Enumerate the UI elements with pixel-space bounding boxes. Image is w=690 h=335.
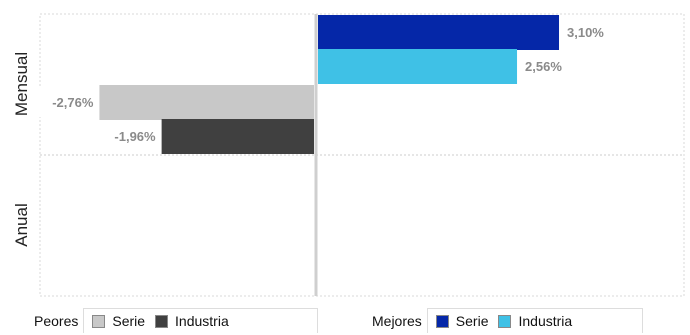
legend-worst: Peores Serie Industria — [34, 306, 318, 335]
bar-label-mejores-serie-mensual: 3,10% — [567, 25, 604, 40]
bar-label-mejores-industria-mensual: 2,56% — [525, 59, 562, 74]
legend-swatch-best-industria — [498, 314, 512, 328]
legend-best-box: Serie Industria — [426, 308, 644, 333]
bar-mejores-industria-mensual — [318, 49, 518, 84]
plot-frame — [39, 13, 685, 297]
legend-worst-title: Peores — [34, 312, 79, 329]
bar-label-bg-peores-industria — [87, 122, 158, 151]
bar-peores-industria-mensual — [161, 119, 314, 154]
legend-label-worst-industria: Industria — [175, 313, 229, 329]
legend-item-worst-industria: Industria — [155, 313, 229, 329]
legend-item-worst-serie: Serie — [92, 313, 145, 329]
bar-mejores-serie-mensual — [318, 15, 560, 50]
legend-best-title: Mejores — [372, 312, 422, 329]
bar-labels-group: 3,10% 2,56% -2,76% -1,96% — [25, 25, 604, 151]
bars-group — [99, 15, 560, 154]
legend-label-best-industria: Industria — [518, 313, 573, 329]
bar-peores-serie-mensual — [99, 85, 315, 120]
legend-label-worst-serie: Serie — [112, 313, 146, 329]
legend-label-best-serie: Serie — [455, 313, 489, 329]
legend-item-best-industria: Industria — [498, 313, 572, 329]
legend-swatch-worst-industria — [155, 314, 169, 328]
bar-label-bg-peores-serie — [25, 88, 96, 117]
legend-worst-box: Serie Industria — [83, 308, 318, 333]
bar-label-peores-industria-mensual: -1,96% — [114, 129, 156, 144]
legend-best: Mejores Serie Industria — [372, 306, 644, 335]
bar-label-peores-serie-mensual: -2,76% — [52, 95, 94, 110]
bar-chart: 3,10% 2,56% -2,76% -1,96% Mensual Anual — [12, 13, 685, 297]
legend-swatch-best-serie — [435, 314, 449, 328]
category-label-anual: Anual — [12, 203, 31, 246]
legend-swatch-worst-serie — [92, 314, 106, 328]
category-label-mensual: Mensual — [12, 52, 31, 116]
legend-item-best-serie: Serie — [435, 313, 489, 329]
